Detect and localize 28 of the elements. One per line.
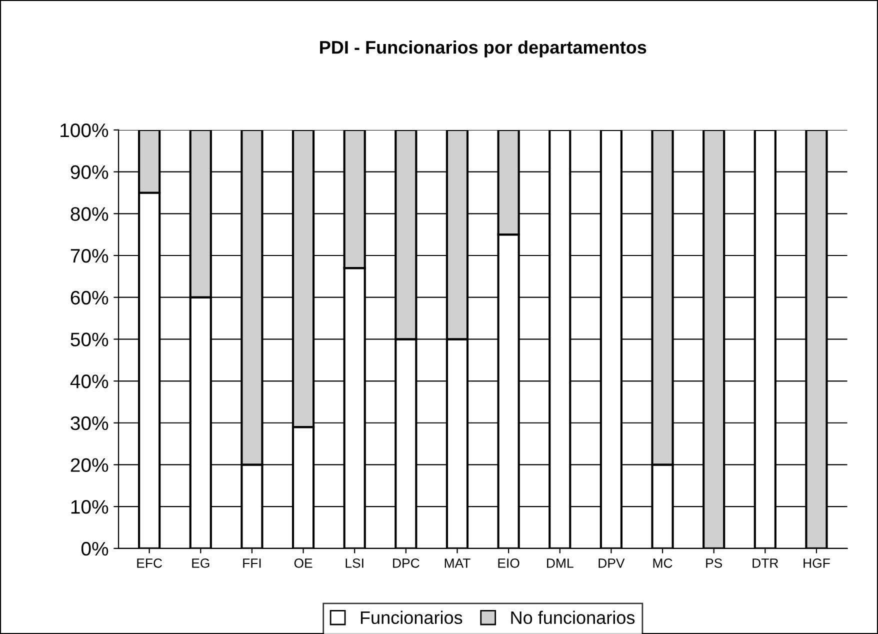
x-tick-label: EG: [192, 558, 210, 568]
y-tick-label: 30%: [70, 416, 108, 430]
y-tick-label: 60%: [70, 290, 108, 305]
x-tick-label: FFI: [243, 558, 261, 568]
x-tick-label: PS: [706, 558, 722, 568]
x-tick-label: EFC: [137, 558, 162, 568]
y-tick-label: 10%: [71, 500, 108, 514]
x-tick-label: MC: [653, 558, 672, 568]
x-tick-label: LSI: [346, 558, 364, 568]
legend-label: No funcionarios: [511, 610, 635, 624]
y-tick-label: 50%: [70, 332, 108, 346]
y-tick-label: 70%: [70, 248, 108, 263]
y-tick-label: 0%: [81, 542, 108, 556]
x-tick-label: DML: [547, 558, 574, 568]
x-tick-label: DTR: [752, 558, 778, 568]
x-tick-label: DPC: [393, 558, 420, 568]
chart-title: PDI - Funcionarios por departamentos: [320, 40, 646, 58]
x-tick-label: HGF: [804, 558, 830, 568]
y-tick-label: 90%: [70, 165, 108, 180]
y-tick-label: 40%: [70, 374, 108, 388]
legend-label: Funcionarios: [360, 610, 462, 624]
x-tick-label: OE: [294, 558, 312, 568]
x-tick-label: EIO: [498, 558, 520, 568]
x-tick-label: MAT: [444, 558, 470, 568]
y-tick-label: 100%: [60, 123, 108, 138]
y-tick-label: 80%: [70, 207, 108, 221]
x-tick-label: DPV: [598, 558, 625, 568]
y-tick-label: 20%: [70, 458, 108, 472]
